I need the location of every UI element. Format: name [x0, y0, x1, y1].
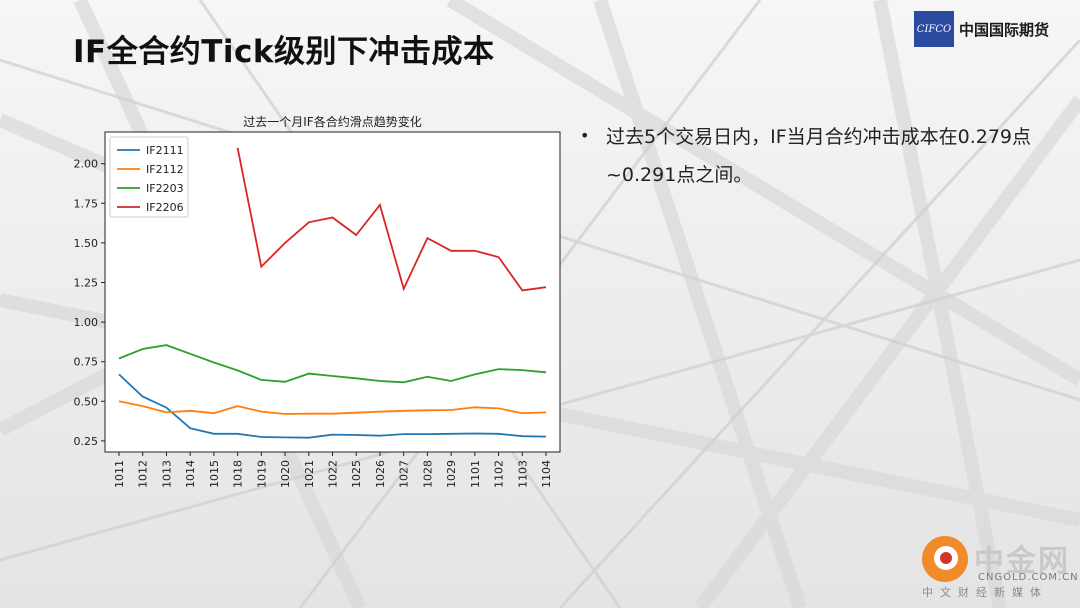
x-tick-label: 1022: [327, 460, 340, 488]
slippage-chart: 过去一个月IF各合约滑点趋势变化 0.25 0.50 0.75 1.00 1.25 1.50…: [60, 110, 580, 500]
y-tick-label: 0.75: [74, 356, 99, 369]
x-tick-label: 1029: [445, 460, 458, 488]
page-title: IF全合约Tick级别下冲击成本: [73, 34, 495, 70]
x-tick-label: 1021: [303, 460, 316, 488]
x-tick-label: 1013: [160, 460, 173, 488]
x-tick-label: 1027: [398, 460, 411, 488]
legend-label-if2112: IF2112: [146, 163, 184, 176]
chart-title: 过去一个月IF各合约滑点趋势变化: [243, 114, 421, 129]
logo-text: 中国国际期货: [959, 20, 1050, 39]
company-logo: CIFCO 中国国际期货: [914, 10, 1049, 48]
bullet-marker: •: [580, 126, 590, 145]
line-chart: 过去一个月IF各合约滑点趋势变化 0.25 0.50 0.75 1.00 1.25 1.50…: [74, 114, 561, 488]
series-line-if2112: [118, 400, 547, 415]
watermark: 中金网 CNGOLD.COM.CN 中文财经新媒体: [922, 532, 1078, 599]
watermark-subtitle: 中文财经新媒体: [922, 586, 1048, 599]
x-tick-label: 1014: [184, 460, 197, 488]
x-tick-label: 1020: [279, 460, 292, 488]
x-tick-label: 1025: [350, 460, 363, 488]
legend-box: [109, 136, 189, 218]
x-tick-label: 1019: [255, 460, 268, 488]
x-tick-label: 1018: [232, 460, 245, 488]
bullet-point: • 过去5个交易日内，IF当月合约冲击成本在0.279点~0.291点之间。: [580, 118, 1040, 194]
y-tick-label: 1.75: [74, 197, 99, 210]
x-tick-label: 1028: [421, 460, 434, 488]
x-tick-label: 1011: [113, 460, 126, 488]
series-line-if2206: [236, 147, 547, 292]
x-tick-label: 1101: [469, 460, 482, 488]
bullet-text: 过去5个交易日内，IF当月合约冲击成本在0.279点~0.291点之间。: [606, 126, 1032, 186]
x-tick-label: 1102: [493, 460, 506, 488]
legend-label-if2203: IF2203: [146, 182, 184, 195]
logo-mark: CIFCO: [914, 11, 954, 47]
series-line-if2111: [118, 373, 547, 439]
series-line-if2203: [118, 344, 547, 384]
y-tick-label: 0.25: [74, 435, 99, 448]
x-tick-label: 1103: [516, 460, 529, 488]
watermark-name: 中金网: [974, 544, 1070, 579]
y-tick-label: 1.25: [74, 276, 99, 289]
x-tick-label: 1104: [540, 460, 553, 488]
watermark-site: CNGOLD.COM.CN: [978, 572, 1079, 583]
y-tick-label: 0.50: [74, 395, 99, 408]
x-tick-label: 1026: [374, 460, 387, 488]
legend-label-if2206: IF2206: [146, 201, 184, 214]
x-tick-label: 1012: [137, 460, 150, 488]
legend-label-if2111: IF2111: [146, 144, 184, 157]
y-tick-label: 2.00: [74, 158, 99, 171]
y-tick-label: 1.50: [74, 237, 99, 250]
y-tick-label: 1.00: [74, 316, 99, 329]
x-tick-label: 1015: [208, 460, 221, 488]
